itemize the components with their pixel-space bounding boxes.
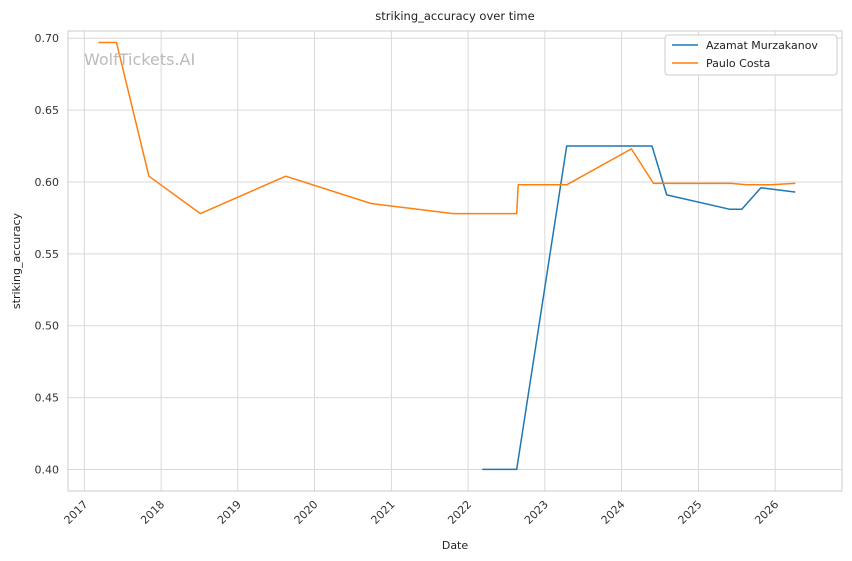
series-line-2 [98, 41, 796, 215]
y-axis-title: striking_accuracy [10, 212, 23, 309]
legend-label-1: Azamat Murzakanov [706, 39, 818, 52]
legend: Azamat Murzakanov Paulo Costa [664, 34, 838, 76]
x-axis-title: Date [442, 539, 469, 552]
legend-box [664, 34, 838, 76]
x-tick-label: 2022 [445, 498, 474, 527]
y-tick-label: 0.50 [35, 320, 60, 333]
x-tick-label: 2021 [369, 498, 398, 527]
y-tick-label: 0.40 [35, 463, 60, 476]
y-tick-label: 0.70 [35, 32, 60, 45]
x-tick-label: 2020 [292, 498, 321, 527]
legend-label-2: Paulo Costa [706, 57, 770, 70]
y-tick-label: 0.65 [35, 104, 60, 117]
watermark: WolfTickets.AI [84, 50, 195, 69]
plot-frame [67, 30, 843, 492]
chart-title: striking_accuracy over time [375, 9, 534, 23]
plot-background [68, 31, 842, 491]
x-tick-label: 2017 [62, 498, 91, 527]
y-tick-label: 0.60 [35, 176, 60, 189]
gridlines [68, 31, 842, 491]
y-tick-label: 0.55 [35, 248, 60, 261]
series-line-1 [482, 145, 796, 471]
x-tick-label: 2023 [522, 498, 551, 527]
series-lines [98, 41, 796, 471]
x-tick-label: 2025 [676, 498, 705, 527]
x-tick-label: 2018 [138, 498, 167, 527]
x-tick-label: 2026 [752, 498, 781, 527]
x-tick-label: 2024 [599, 498, 628, 527]
x-tick-label: 2019 [215, 498, 244, 527]
y-tick-label: 0.45 [35, 392, 60, 405]
